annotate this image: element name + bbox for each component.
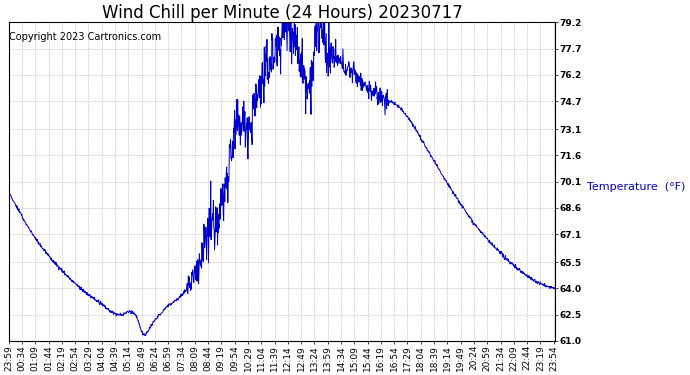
Title: Wind Chill per Minute (24 Hours) 20230717: Wind Chill per Minute (24 Hours) 2023071… — [101, 4, 462, 22]
Text: Copyright 2023 Cartronics.com: Copyright 2023 Cartronics.com — [9, 32, 161, 42]
Y-axis label: Temperature  (°F): Temperature (°F) — [587, 182, 686, 192]
